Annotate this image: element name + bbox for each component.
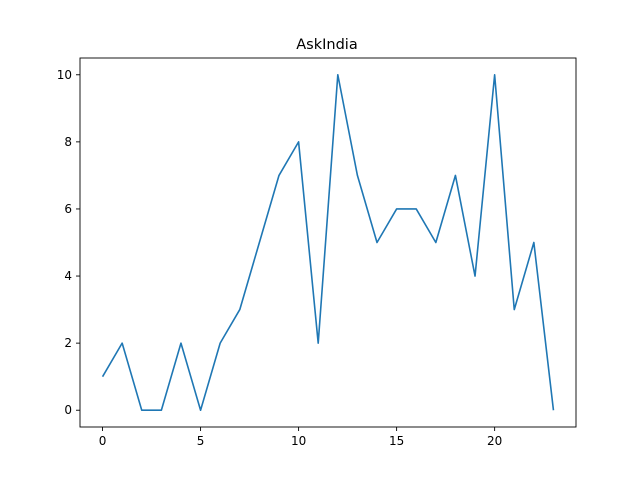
y-tick-label: 8: [64, 135, 72, 149]
x-tick-label: 0: [99, 434, 107, 448]
x-tick-label: 10: [291, 434, 306, 448]
y-tick-label: 6: [64, 202, 72, 216]
plot-area: [101, 73, 555, 412]
chart-title: AskIndia: [296, 37, 357, 53]
y-tick-label: 2: [64, 336, 72, 350]
y-tick-label: 10: [57, 68, 72, 82]
y-tick-label: 0: [64, 403, 72, 417]
x-tick-label: 15: [389, 434, 404, 448]
y-tick-label: 4: [64, 269, 72, 283]
series-line-0: [101, 73, 555, 412]
x-tick-label: 5: [197, 434, 205, 448]
y-axis: 0 2 4 6 8 10: [57, 68, 80, 417]
x-axis: 0 5 10 15 20: [99, 427, 502, 448]
x-tick-label: 20: [487, 434, 502, 448]
axes-frame: [79, 57, 577, 428]
